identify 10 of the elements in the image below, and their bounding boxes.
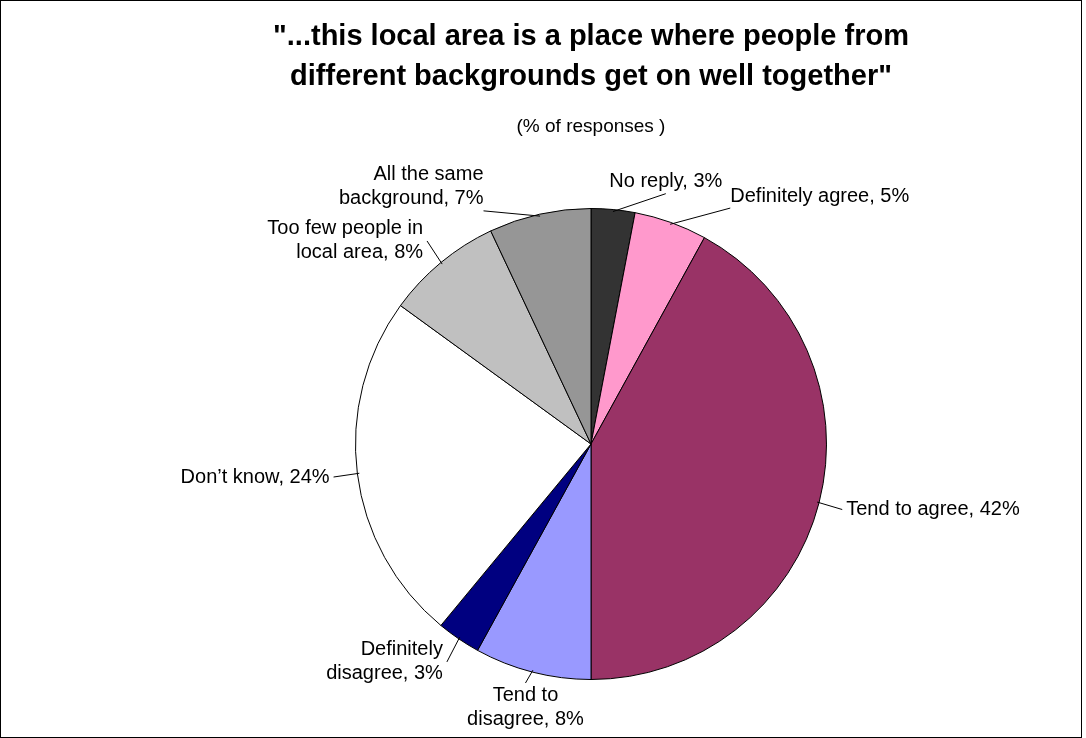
slice-label: Don’t know, 24% [180, 464, 330, 487]
chart-title: "...this local area is a place where people from different backgrounds get on well together" [272, 18, 910, 93]
slice-label: Tend to agree, 42% [846, 497, 1020, 520]
slice-label: Definitely agree, 5% [730, 183, 910, 206]
chart-subtitle: (% of responses ) [515, 115, 667, 137]
slice-label: Too few people in local area, 8% [267, 216, 424, 263]
slice-label: Definitely disagree, 3% [326, 637, 444, 684]
slice-label: No reply, 3% [609, 169, 723, 192]
slice-label: Tend to disagree, 8% [467, 682, 585, 729]
slice-label: All the same background, 7% [338, 162, 484, 209]
